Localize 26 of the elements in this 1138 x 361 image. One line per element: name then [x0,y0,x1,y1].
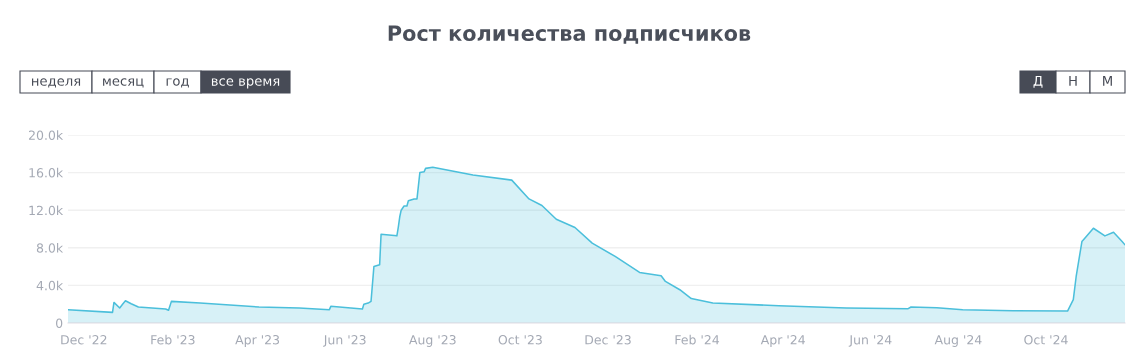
x-tick-label: Apr '23 [235,335,280,347]
y-tick-label: 16.0k [29,167,64,178]
text: М [1103,76,1112,86]
text: все время [211,78,280,89]
x-tick-label: Feb '24 [675,334,720,345]
text: Д [1033,76,1043,88]
text: год [166,78,189,88]
x-tick-label: Feb '23 [151,334,195,345]
y-tick-label: 0 [56,318,63,328]
y-tick-label: 8.0k [36,243,64,253]
y-tick-label: 20.0k [28,130,64,140]
x-tick-label: Oct '23 [498,335,542,345]
x-tick-label: Apr '24 [760,335,805,347]
x-tick-label: Jun '23 [323,335,366,347]
text: неделя [32,78,81,88]
x-tick-label: Aug '23 [409,335,456,347]
x-tick-label: Dec '22 [61,335,107,345]
chart-title: Рост количества подписчиков [388,25,751,44]
y-tick-label: 4.0k [36,280,64,291]
x-tick-label: Oct '24 [1024,335,1068,345]
y-tick-label: 12.0k [29,205,64,216]
x-tick-label: Aug '24 [934,335,982,347]
x-tick-label: Jun '24 [848,335,892,347]
text: Н [1069,76,1077,86]
text: месяц [103,78,144,88]
x-tick-label: Dec '23 [585,335,631,345]
